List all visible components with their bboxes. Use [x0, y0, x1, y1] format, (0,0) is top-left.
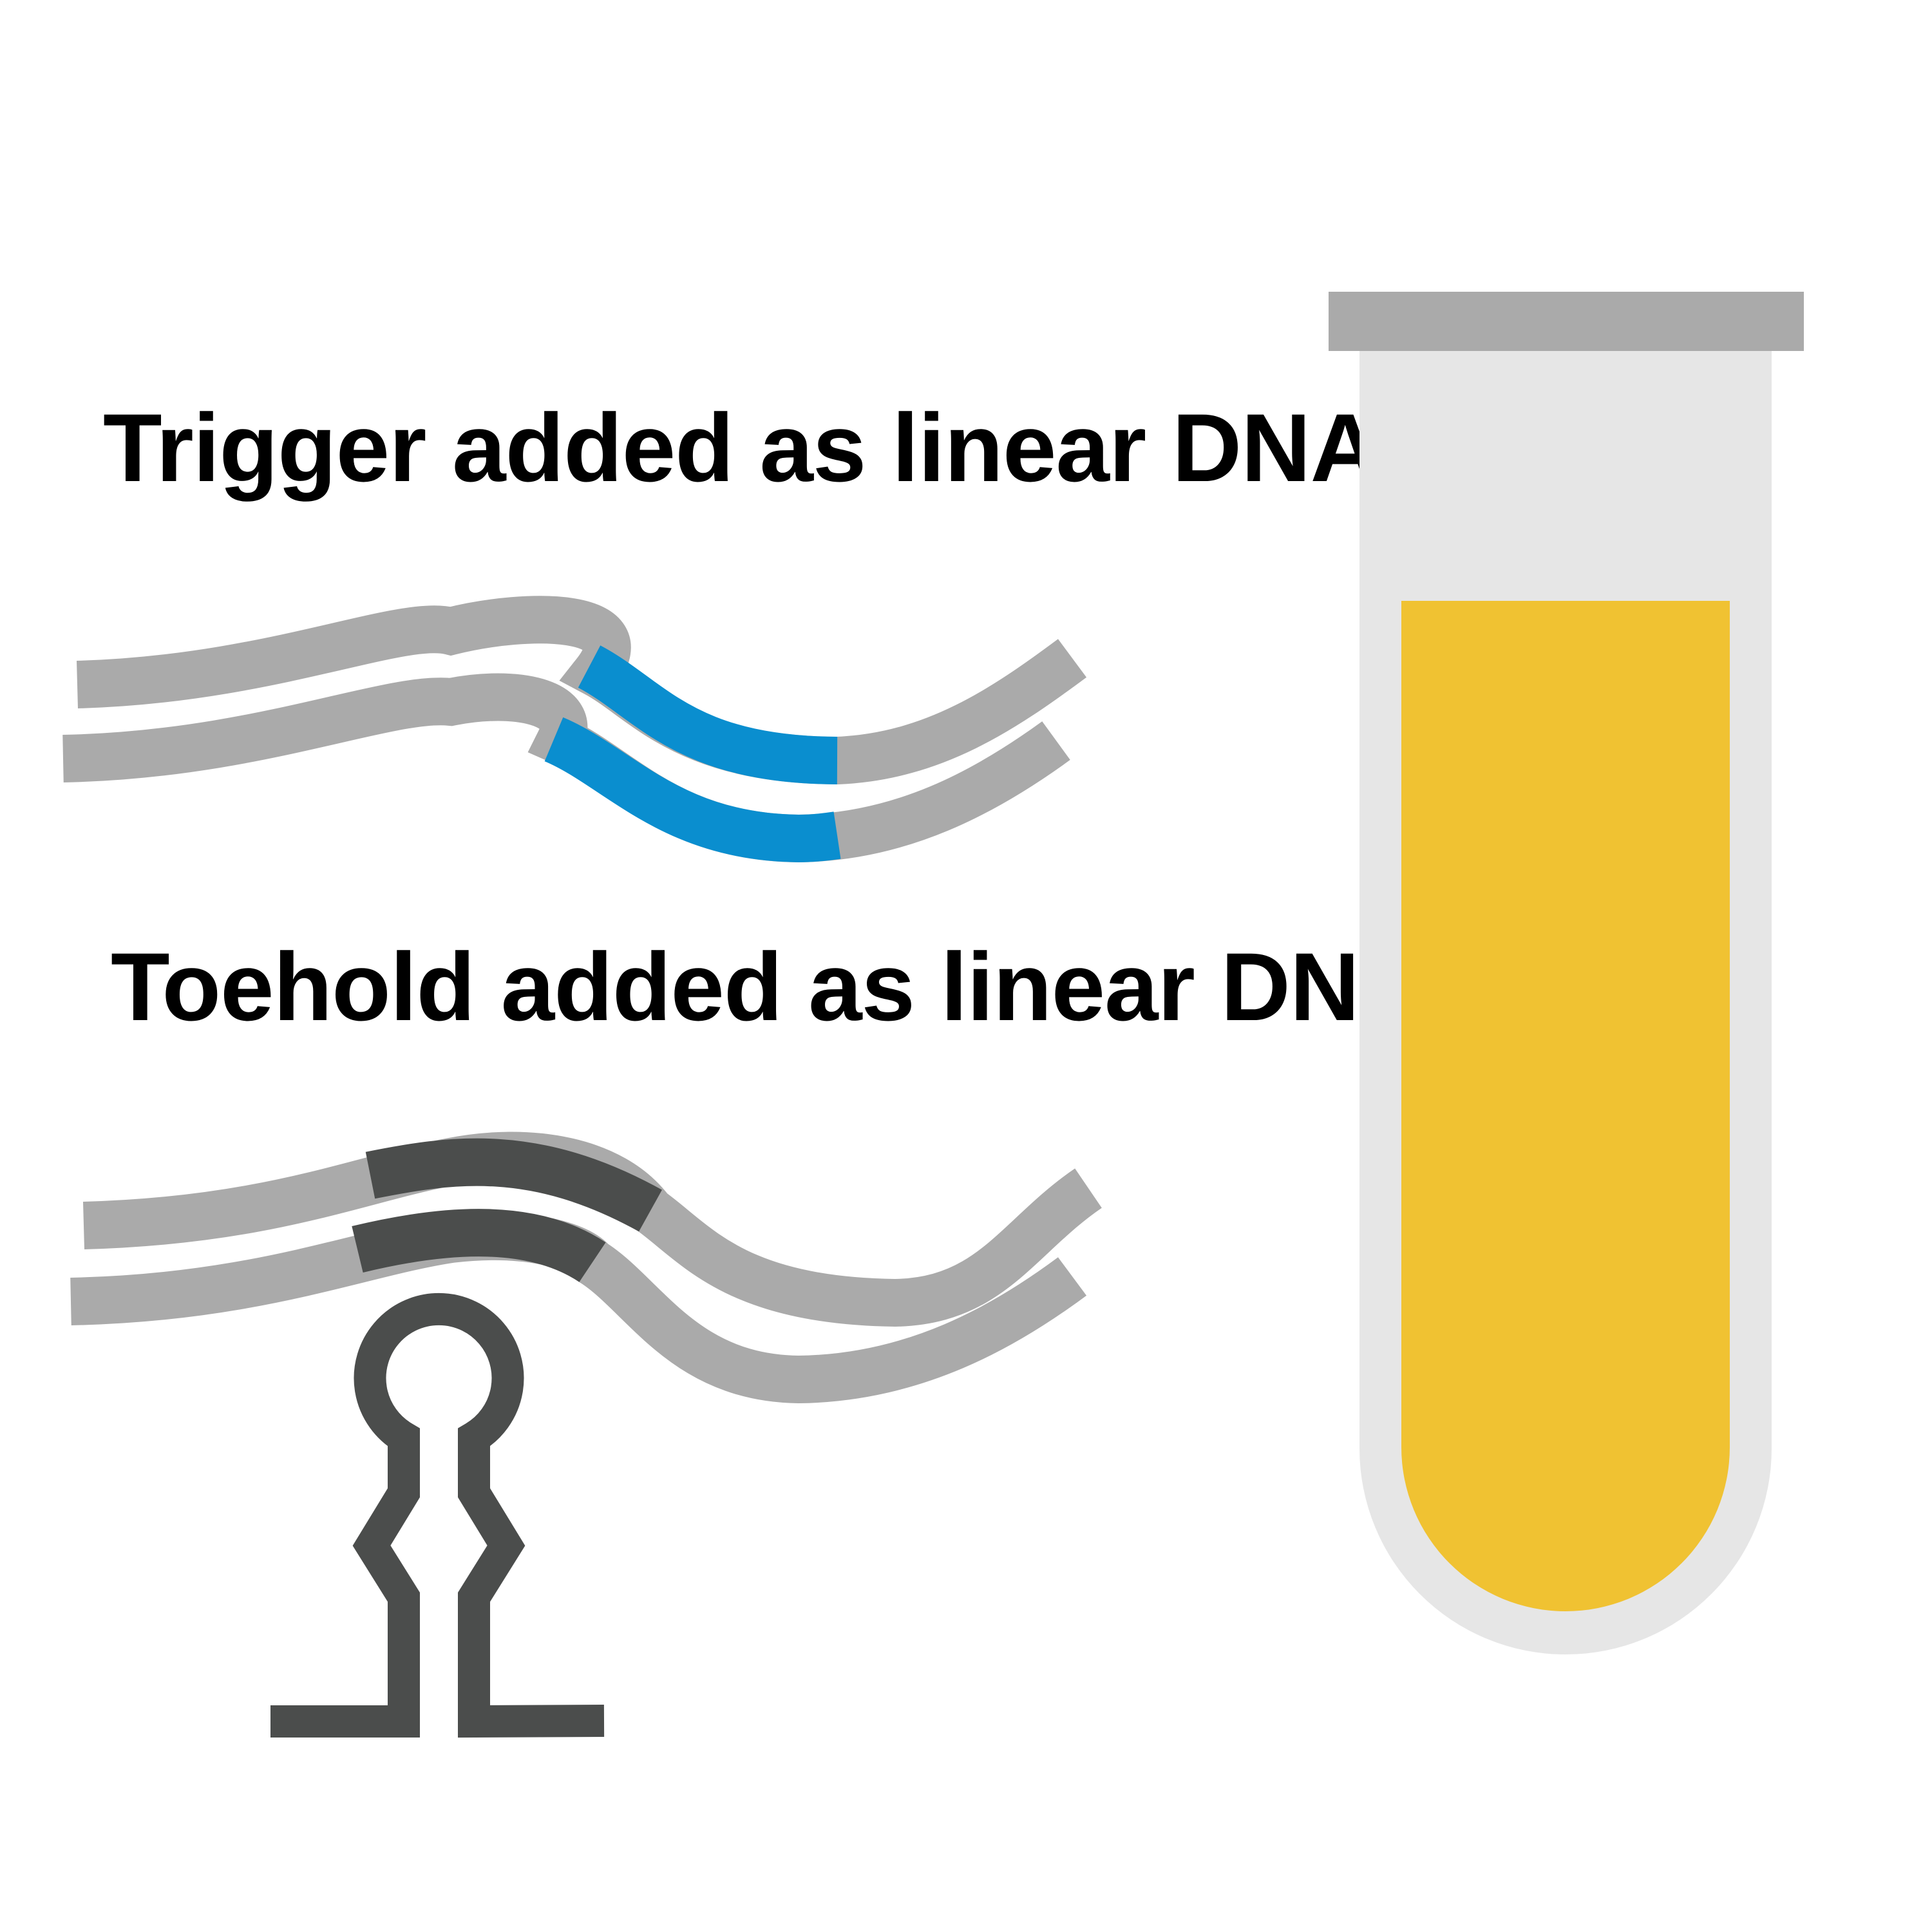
tube-cap	[1329, 292, 1804, 351]
toehold-title: Toehold added as linear DNA	[111, 933, 1429, 1041]
hairpin-outline	[270, 1293, 605, 1738]
test-tube-icon	[1329, 292, 1804, 1654]
trigger-segment-bottom	[544, 717, 841, 863]
trigger-title: Trigger added as linear DNA	[103, 393, 1380, 502]
tube-liquid	[1401, 601, 1730, 1611]
toehold-dna-icon	[70, 1132, 1103, 1404]
trigger-segment-top	[578, 645, 838, 784]
toehold-segment-bottom	[352, 1209, 606, 1283]
trigger-dna-icon	[62, 596, 1087, 863]
toehold-strand-bottom	[70, 1212, 1087, 1404]
toehold-segment-top	[365, 1138, 662, 1232]
hairpin-icon	[270, 1293, 605, 1738]
